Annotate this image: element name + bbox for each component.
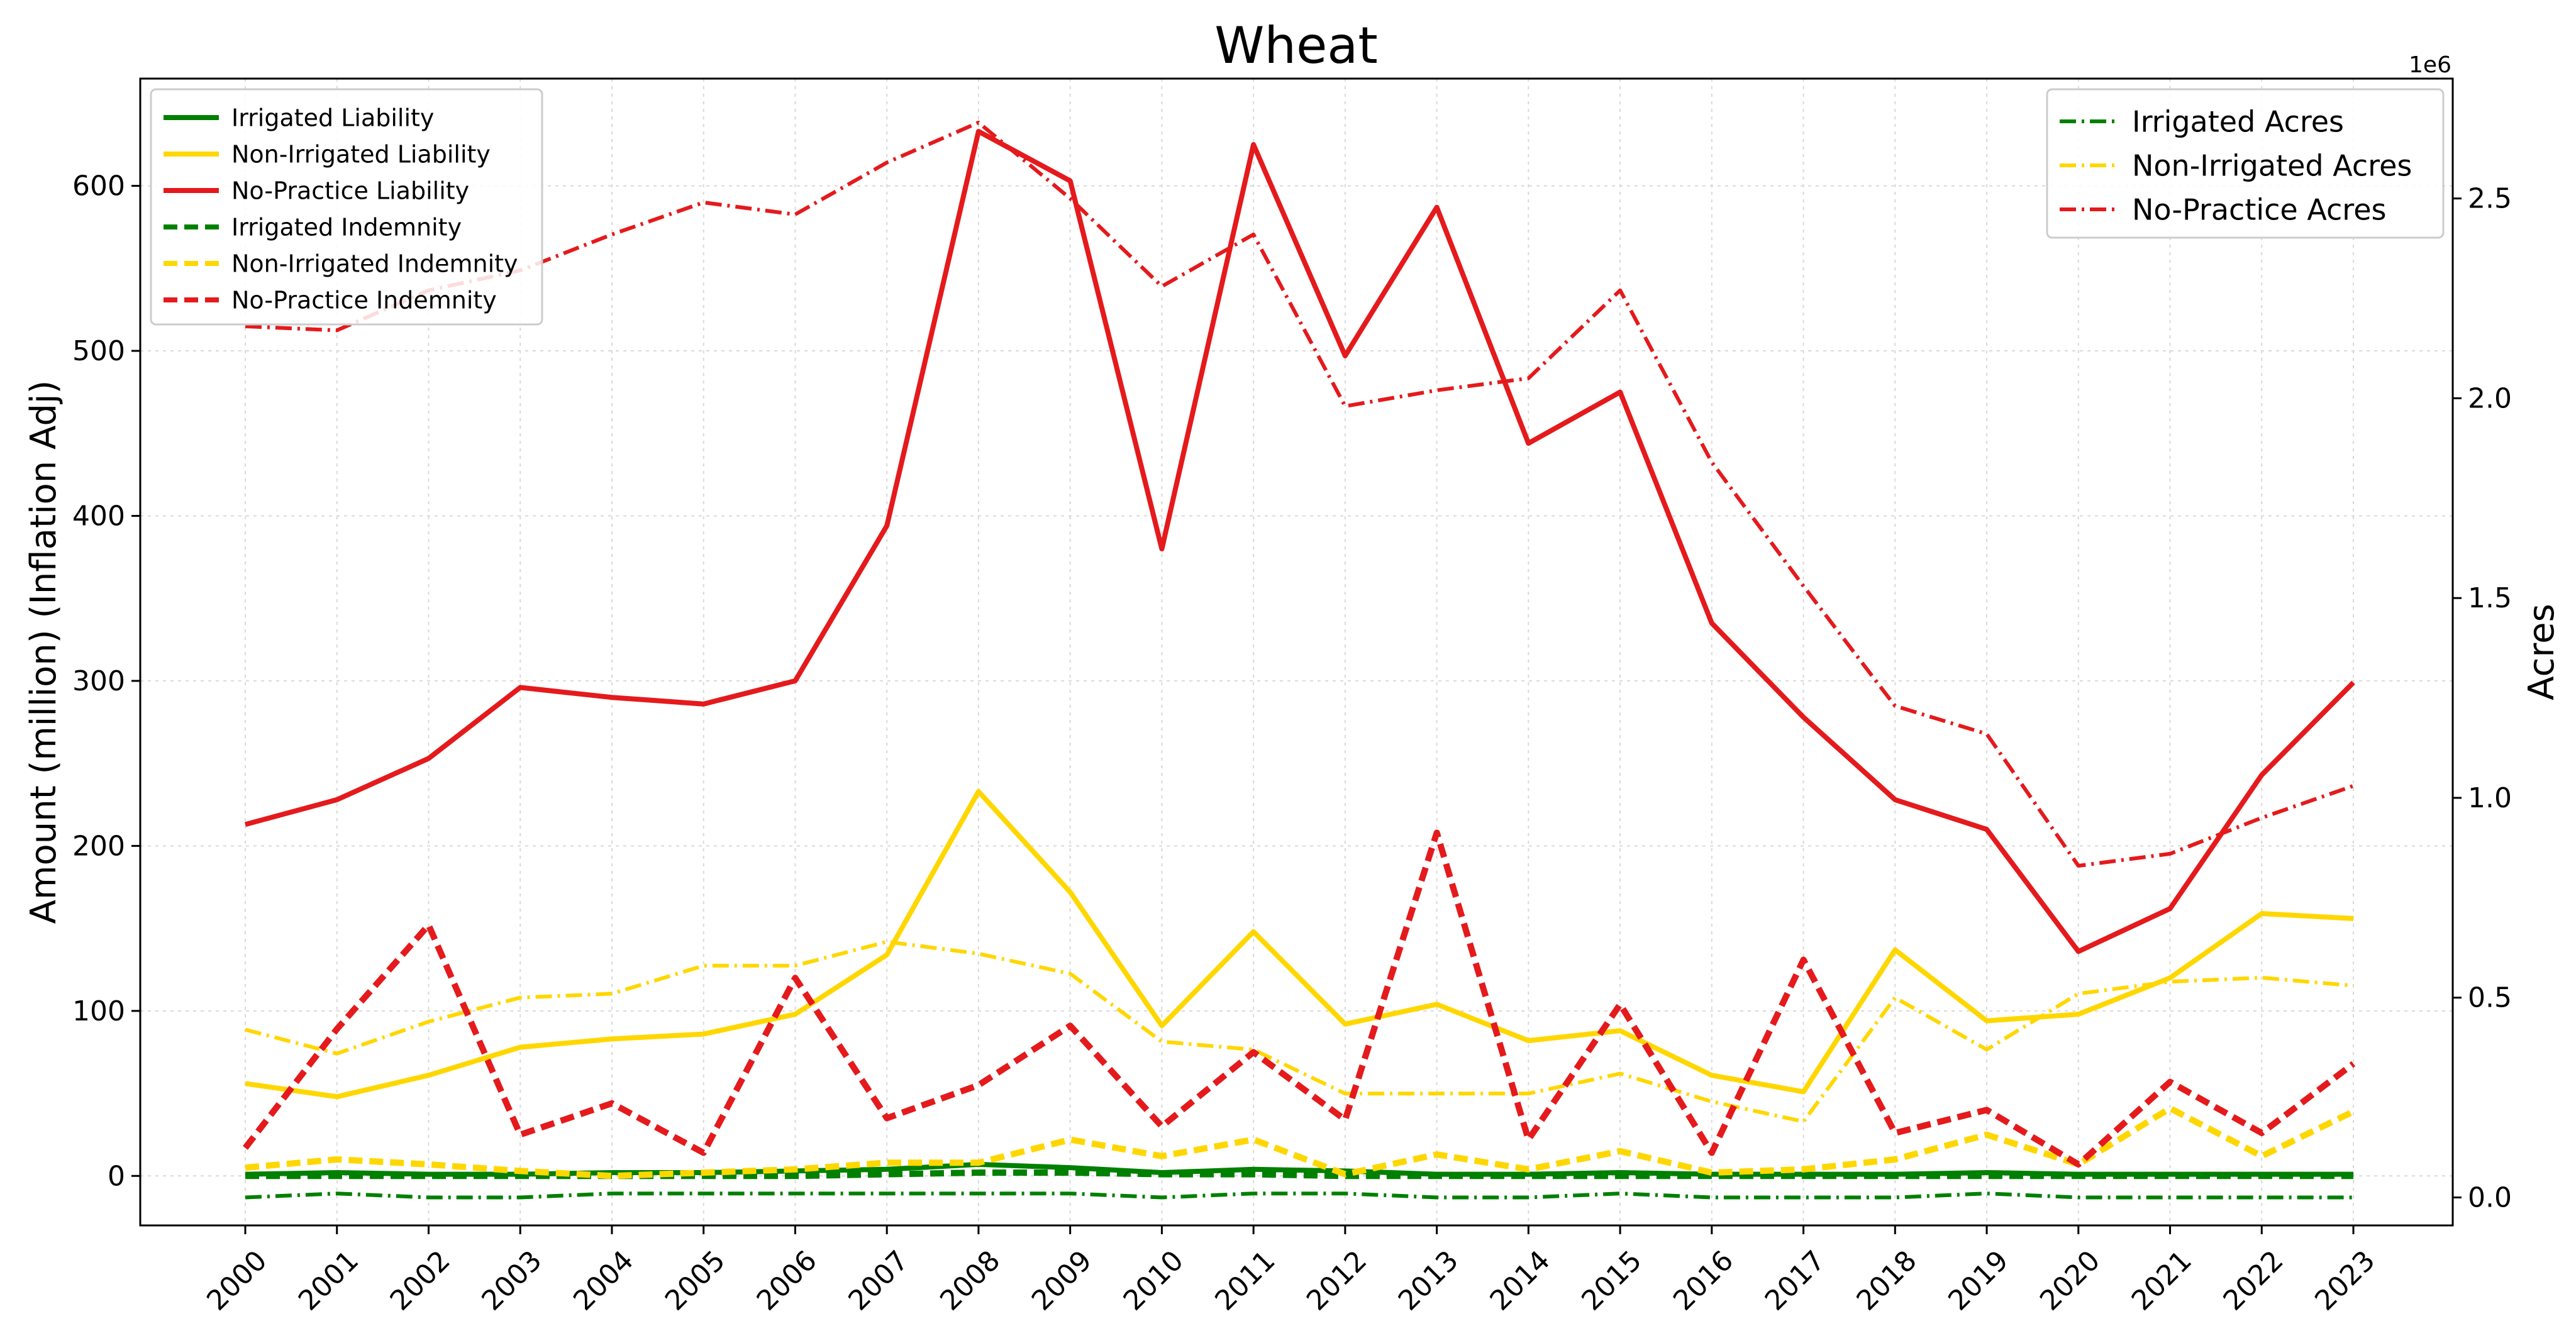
y-left-tick-label: 200 xyxy=(72,830,125,862)
y-right-tick-label: 2.0 xyxy=(2468,382,2512,414)
legend-label-irrigated-indemnity: Irrigated Indemnity xyxy=(231,214,462,241)
y-left-tick-label: 400 xyxy=(72,500,125,532)
series-line-no-practice-liability xyxy=(244,129,2355,954)
left-axis-label: Amount (million) (Inflation Adj) xyxy=(23,380,64,924)
series-line-no-practice-acres xyxy=(245,120,2354,868)
series-line-non-irrigated-acres xyxy=(245,939,2354,1124)
y-left-tick-label: 0 xyxy=(108,1160,125,1192)
legend-left: Irrigated Liability Non-Irrigated Liabili… xyxy=(150,88,543,326)
right-axis-multiplier: 1e6 xyxy=(2409,52,2451,78)
legend-label-non-irrigated-indemnity: Non-Irrigated Indemnity xyxy=(231,250,518,278)
chart-title: Wheat xyxy=(1214,16,1377,75)
y-left-tick-label: 300 xyxy=(72,665,125,697)
legend-label-non-irrigated-acres: Non-Irrigated Acres xyxy=(2132,149,2412,183)
legend-box xyxy=(2046,88,2445,239)
series-line-non-irrigated-liability xyxy=(245,788,2354,1100)
y-left-tick-label: 100 xyxy=(72,995,125,1027)
y-right-tick-label: 1.5 xyxy=(2468,582,2512,614)
y-right-tick-label: 0.0 xyxy=(2468,1182,2512,1214)
y-right-tick-label: 2.5 xyxy=(2468,183,2512,215)
legend-label-no-practice-indemnity: No-Practice Indemnity xyxy=(231,287,497,314)
plot-frame xyxy=(139,77,2454,1227)
legend-label-irrigated-liability: Irrigated Liability xyxy=(231,104,434,132)
left-axis: 0 100 200 300 400 500 600 xyxy=(72,170,140,1192)
series-lines xyxy=(243,120,2356,1200)
legend-right: Irrigated Acres Non-Irrigated Acres No-Pra… xyxy=(2046,88,2445,239)
y-right-tick-label: 0.5 xyxy=(2468,982,2512,1014)
series-line-no-practice-indemnity xyxy=(243,829,2356,1168)
y-right-tick-label: 1.0 xyxy=(2468,782,2512,814)
series-line-irrigated-indemnity xyxy=(245,1169,2353,1180)
series-line-non-irrigated-indemnity xyxy=(245,1105,2355,1180)
right-axis: 0.0 0.5 1.0 1.5 2.0 2.5 xyxy=(2453,183,2512,1214)
y-left-tick-label: 600 xyxy=(72,170,125,202)
y-left-tick-label: 500 xyxy=(72,335,125,367)
legend-label-non-irrigated-liability: Non-Irrigated Liability xyxy=(231,141,491,169)
legend-box xyxy=(150,88,543,326)
legend-label-no-practice-liability: No-Practice Liability xyxy=(231,177,469,205)
series-line-irrigated-acres xyxy=(245,1191,2353,1200)
legend-label-no-practice-acres: No-Practice Acres xyxy=(2132,193,2386,227)
legend-label-irrigated-acres: Irrigated Acres xyxy=(2132,105,2344,139)
right-axis-label: Acres xyxy=(2521,604,2562,700)
